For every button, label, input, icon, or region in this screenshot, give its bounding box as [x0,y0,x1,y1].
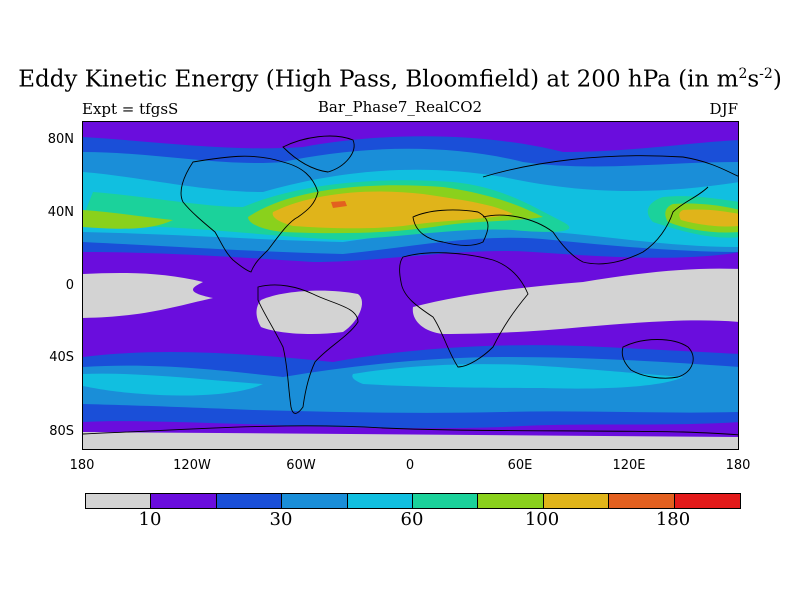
y-label-40n: 40N [47,205,74,220]
colorbar-swatch-7 [543,494,610,508]
x-label-180e: 180 [725,458,751,473]
x-label-120w: 120W [173,458,211,473]
coast-north-america [180,155,319,273]
field-nh-max [331,201,347,208]
colorbar-label-180: 180 [655,509,691,530]
colorbar-label-60: 60 [400,509,424,530]
season-label: DJF [709,100,738,118]
colorbar-swatch-2 [216,494,283,508]
coast-antarctica [83,425,738,436]
map-title: Eddy Kinetic Energy (High Pass, Bloomfie… [18,66,782,93]
x-label-180w: 180 [69,458,95,473]
field-sh-cyan-w [83,373,263,396]
colorbar-label-10: 10 [138,509,162,530]
coast-australia [621,339,694,379]
colorbar-swatch-9 [674,494,740,508]
colorbar-swatch-6 [478,494,544,508]
field-trop-grey-sam [256,290,363,335]
field-trop-grey-pac [83,272,213,318]
field-sh-cyan-e [352,364,683,389]
colorbar [85,493,741,509]
field-nh-orange-pac [679,209,738,227]
field-nh-orange-atl [272,191,513,229]
colorbar-label-100: 100 [524,509,560,530]
y-label-eq: 0 [65,278,74,293]
coast-greenland [282,135,355,173]
colorbar-swatch-4 [347,494,413,508]
x-label-60e: 60E [507,458,533,473]
run-label: Bar_Phase7_RealCO2 [317,98,483,116]
eke-map [83,122,738,449]
colorbar-label-30: 30 [269,509,293,530]
y-label-80n: 80N [47,132,74,147]
colorbar-swatch-0 [86,494,152,508]
y-label-40s: 40S [49,350,74,365]
coast-europe [412,209,489,246]
field-antarctic-grey [83,432,738,449]
x-label-120e: 120E [612,458,646,473]
coast-south-america [257,284,359,414]
coast-asia [482,155,738,265]
colorbar-swatch-8 [609,494,675,508]
x-label-0: 0 [405,458,415,473]
coastlines [83,135,738,436]
x-label-60w: 60W [286,458,316,473]
map-panel [82,121,739,450]
field-nh-green-west [83,210,173,229]
coast-africa [399,252,529,368]
field-trop-grey-ind [412,268,738,334]
experiment-label: Expt = tfgsS [82,100,179,118]
colorbar-swatch-5 [412,494,479,508]
colorbar-swatch-3 [282,494,348,508]
colorbar-swatch-1 [151,494,217,508]
y-label-80s: 80S [49,424,74,439]
